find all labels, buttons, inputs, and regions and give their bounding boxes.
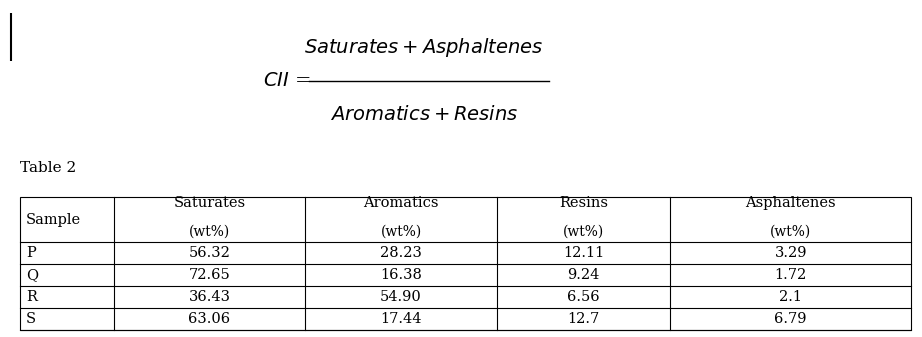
Text: 72.65: 72.65	[189, 268, 230, 282]
Text: Aromatics: Aromatics	[363, 196, 439, 210]
Text: 2.1: 2.1	[779, 290, 802, 304]
Text: 6.79: 6.79	[774, 312, 807, 326]
Text: 9.24: 9.24	[567, 268, 600, 282]
Text: 28.23: 28.23	[380, 246, 422, 260]
Text: (wt%): (wt%)	[381, 224, 421, 239]
Text: 54.90: 54.90	[380, 290, 422, 304]
Bar	[20, 197, 911, 330]
Text: Q: Q	[26, 268, 38, 282]
Text: 12.7: 12.7	[568, 312, 599, 326]
Text: $\mathit{Saturates + Asphaltenes}$: $\mathit{Saturates + Asphaltenes}$	[304, 36, 544, 59]
Text: $\mathit{Aromatics + Resins}$: $\mathit{Aromatics + Resins}$	[330, 105, 518, 124]
Text: Asphaltenes: Asphaltenes	[745, 196, 836, 210]
Text: 12.11: 12.11	[563, 246, 604, 260]
Text: 6.56: 6.56	[567, 290, 600, 304]
Text: 56.32: 56.32	[189, 246, 230, 260]
Text: 17.44: 17.44	[380, 312, 421, 326]
Text: $\mathit{CII}$ =: $\mathit{CII}$ =	[263, 72, 311, 90]
Text: 36.43: 36.43	[188, 290, 230, 304]
Text: 63.06: 63.06	[188, 312, 230, 326]
Text: Table 2: Table 2	[20, 161, 77, 176]
Text: (wt%): (wt%)	[189, 224, 230, 239]
Text: R: R	[26, 290, 37, 304]
Text: 1.72: 1.72	[774, 268, 807, 282]
Text: S: S	[26, 312, 36, 326]
Text: Resins: Resins	[559, 196, 609, 210]
Text: 3.29: 3.29	[774, 246, 807, 260]
Text: (wt%): (wt%)	[563, 224, 604, 239]
Text: Sample: Sample	[26, 213, 81, 227]
Text: (wt%): (wt%)	[770, 224, 811, 239]
Text: P: P	[26, 246, 36, 260]
Text: 16.38: 16.38	[380, 268, 422, 282]
Text: Saturates: Saturates	[173, 196, 245, 210]
